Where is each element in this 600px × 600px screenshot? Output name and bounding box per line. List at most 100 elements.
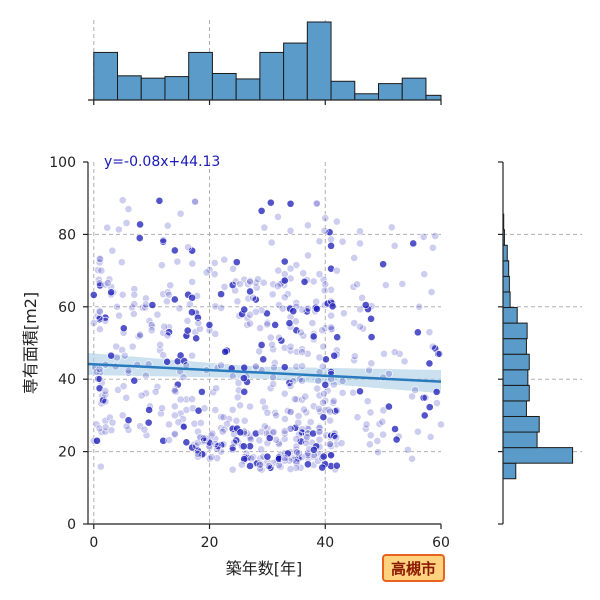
data-point	[274, 266, 283, 275]
y-hist-bar	[502, 338, 527, 355]
data-point	[158, 404, 166, 413]
data-point	[163, 357, 172, 366]
data-point	[246, 310, 254, 319]
data-point	[339, 309, 348, 318]
data-point	[326, 407, 335, 416]
data-point	[413, 328, 422, 337]
data-point	[230, 438, 239, 447]
data-point	[95, 254, 104, 263]
data-point	[292, 347, 301, 356]
data-point	[192, 334, 201, 343]
data-point	[117, 258, 126, 267]
data-point	[379, 430, 388, 439]
data-point	[141, 294, 150, 303]
data-point	[356, 322, 364, 331]
data-point	[274, 213, 282, 221]
data-point	[269, 345, 278, 354]
data-point	[280, 435, 289, 443]
data-point	[89, 291, 98, 299]
data-point	[159, 236, 168, 245]
data-point	[432, 387, 441, 396]
data-point	[186, 300, 194, 309]
data-point	[92, 368, 101, 376]
y-hist-bar	[502, 384, 530, 402]
data-point	[285, 319, 294, 328]
data-point	[270, 363, 278, 372]
data-point	[280, 456, 289, 465]
data-point	[255, 460, 264, 469]
data-point	[365, 440, 374, 449]
data-point	[286, 264, 295, 273]
data-point	[118, 290, 127, 299]
data-point	[385, 402, 393, 411]
data-point	[315, 391, 324, 400]
data-point	[303, 449, 312, 458]
data-point	[400, 357, 409, 366]
data-point	[236, 428, 245, 437]
data-point	[308, 319, 317, 327]
data-point	[298, 376, 307, 385]
data-point	[425, 328, 434, 337]
data-point	[303, 433, 311, 442]
data-point	[233, 393, 242, 402]
y-hist-bar	[502, 415, 540, 433]
data-point	[211, 302, 220, 311]
data-point	[286, 199, 295, 208]
data-point	[427, 288, 436, 296]
data-point	[257, 341, 266, 349]
data-point	[302, 439, 311, 447]
data-point	[255, 436, 264, 445]
data-point	[217, 290, 225, 299]
data-point	[173, 380, 182, 389]
x-tick-label: 40	[316, 535, 334, 551]
data-point	[170, 295, 179, 304]
data-point	[188, 351, 196, 360]
data-point	[97, 266, 106, 275]
y-tick-label: 20	[58, 445, 76, 461]
data-point	[240, 416, 249, 425]
data-point	[165, 436, 173, 444]
data-point	[420, 270, 429, 279]
data-point	[309, 429, 317, 438]
data-point	[124, 366, 133, 375]
data-point	[425, 359, 434, 368]
data-point	[173, 257, 182, 266]
data-point	[329, 397, 338, 405]
data-point	[280, 343, 289, 352]
data-point	[327, 325, 335, 334]
data-point	[228, 445, 237, 454]
data-point	[280, 454, 289, 463]
data-point	[163, 331, 172, 340]
data-point	[286, 342, 295, 351]
data-point	[292, 362, 301, 371]
data-point	[142, 389, 150, 398]
data-point	[293, 448, 301, 457]
data-point	[95, 279, 104, 288]
data-point	[289, 377, 298, 385]
data-point	[160, 322, 169, 331]
data-point	[292, 445, 301, 454]
data-point	[228, 465, 237, 474]
data-point	[269, 428, 278, 437]
data-point	[263, 452, 272, 461]
data-point	[326, 416, 335, 425]
x-tick-label: 20	[201, 535, 219, 551]
data-point	[153, 382, 162, 391]
data-point	[304, 304, 312, 313]
data-point	[395, 349, 404, 358]
data-point	[229, 264, 238, 273]
data-point	[306, 418, 315, 426]
data-point	[194, 313, 202, 322]
data-point	[246, 402, 254, 411]
data-point	[115, 311, 123, 320]
data-point	[232, 416, 241, 425]
data-point	[380, 349, 388, 358]
data-point	[196, 419, 205, 427]
data-point	[325, 440, 334, 449]
data-point	[95, 307, 104, 316]
data-point	[194, 452, 202, 461]
data-point	[356, 387, 364, 396]
x-hist-bar	[330, 80, 356, 101]
data-point	[315, 435, 324, 444]
data-point	[234, 379, 243, 387]
